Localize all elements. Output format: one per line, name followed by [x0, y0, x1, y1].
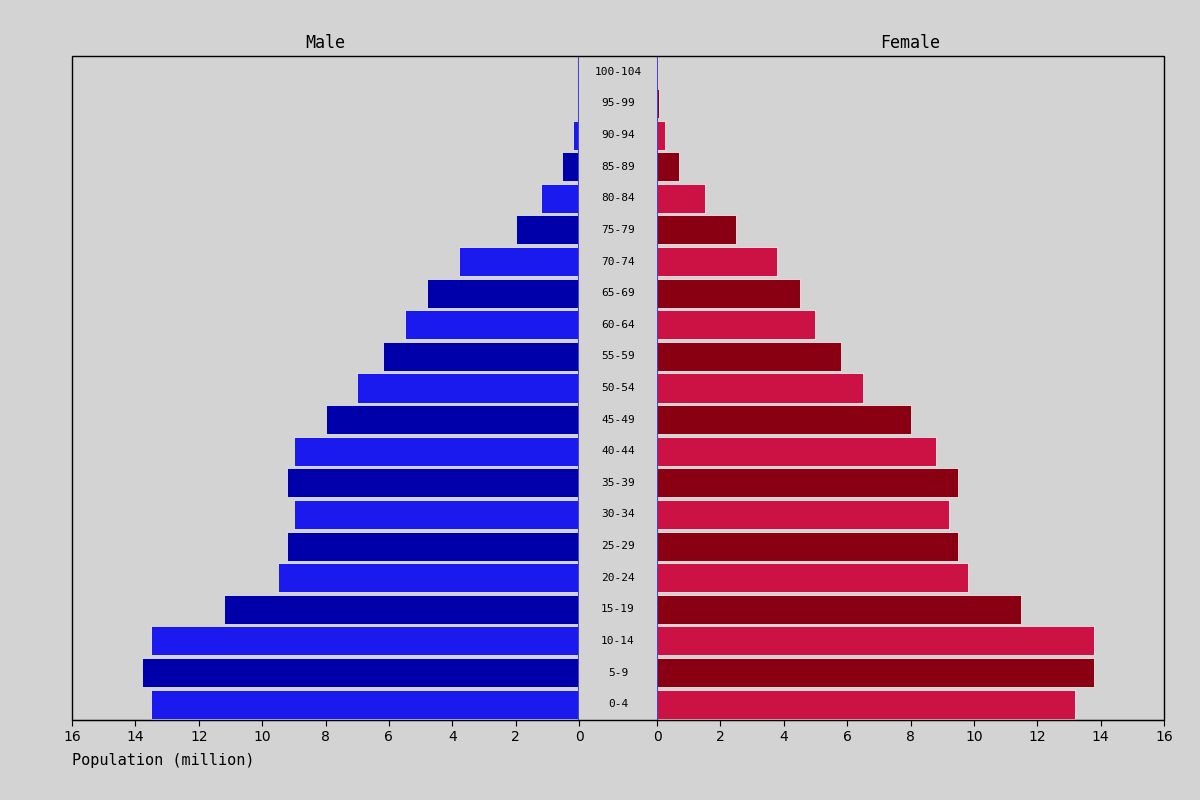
Bar: [658, 184, 704, 213]
Text: 45-49: 45-49: [601, 414, 635, 425]
Text: 90-94: 90-94: [601, 130, 635, 140]
Bar: [658, 594, 1021, 624]
Bar: [294, 437, 580, 466]
Bar: [278, 563, 580, 592]
Text: 40-44: 40-44: [601, 446, 635, 456]
Bar: [658, 278, 799, 308]
Bar: [658, 152, 679, 182]
Bar: [577, 89, 580, 118]
Bar: [658, 626, 1094, 655]
Bar: [427, 278, 580, 308]
Bar: [658, 121, 665, 150]
Bar: [658, 342, 841, 371]
Bar: [458, 247, 580, 276]
Bar: [383, 342, 580, 371]
Bar: [574, 121, 580, 150]
Bar: [288, 531, 580, 561]
Text: 55-59: 55-59: [601, 351, 635, 362]
Text: 80-84: 80-84: [601, 194, 635, 203]
Text: 70-74: 70-74: [601, 257, 635, 266]
Bar: [658, 89, 659, 118]
Bar: [151, 690, 580, 718]
Bar: [658, 500, 948, 529]
Bar: [658, 658, 1094, 687]
Text: 60-64: 60-64: [601, 320, 635, 330]
Text: 0-4: 0-4: [608, 699, 628, 709]
Bar: [658, 563, 967, 592]
Text: 25-29: 25-29: [601, 541, 635, 551]
Text: 50-54: 50-54: [601, 383, 635, 393]
Bar: [151, 626, 580, 655]
Bar: [325, 405, 580, 434]
Bar: [224, 594, 580, 624]
Text: 85-89: 85-89: [601, 162, 635, 172]
Bar: [516, 215, 580, 245]
Text: 35-39: 35-39: [601, 478, 635, 488]
Bar: [142, 658, 580, 687]
Bar: [658, 215, 737, 245]
Text: 10-14: 10-14: [601, 636, 635, 646]
Bar: [658, 468, 958, 498]
Bar: [404, 310, 580, 339]
Bar: [541, 184, 580, 213]
Title: Male: Male: [306, 34, 346, 52]
Bar: [658, 405, 911, 434]
Bar: [358, 374, 580, 402]
Title: Female: Female: [881, 34, 941, 52]
Bar: [658, 437, 936, 466]
Bar: [294, 500, 580, 529]
Text: 5-9: 5-9: [608, 667, 628, 678]
Bar: [658, 374, 863, 402]
Text: 75-79: 75-79: [601, 225, 635, 235]
Text: 65-69: 65-69: [601, 288, 635, 298]
Text: Population (million): Population (million): [72, 753, 254, 768]
Text: 30-34: 30-34: [601, 510, 635, 519]
Text: 20-24: 20-24: [601, 573, 635, 582]
Text: 95-99: 95-99: [601, 98, 635, 109]
Bar: [658, 247, 778, 276]
Bar: [562, 152, 580, 182]
Bar: [658, 690, 1075, 718]
Bar: [658, 531, 958, 561]
Bar: [658, 310, 816, 339]
Text: 15-19: 15-19: [601, 604, 635, 614]
Bar: [288, 468, 580, 498]
Text: 100-104: 100-104: [594, 67, 642, 77]
